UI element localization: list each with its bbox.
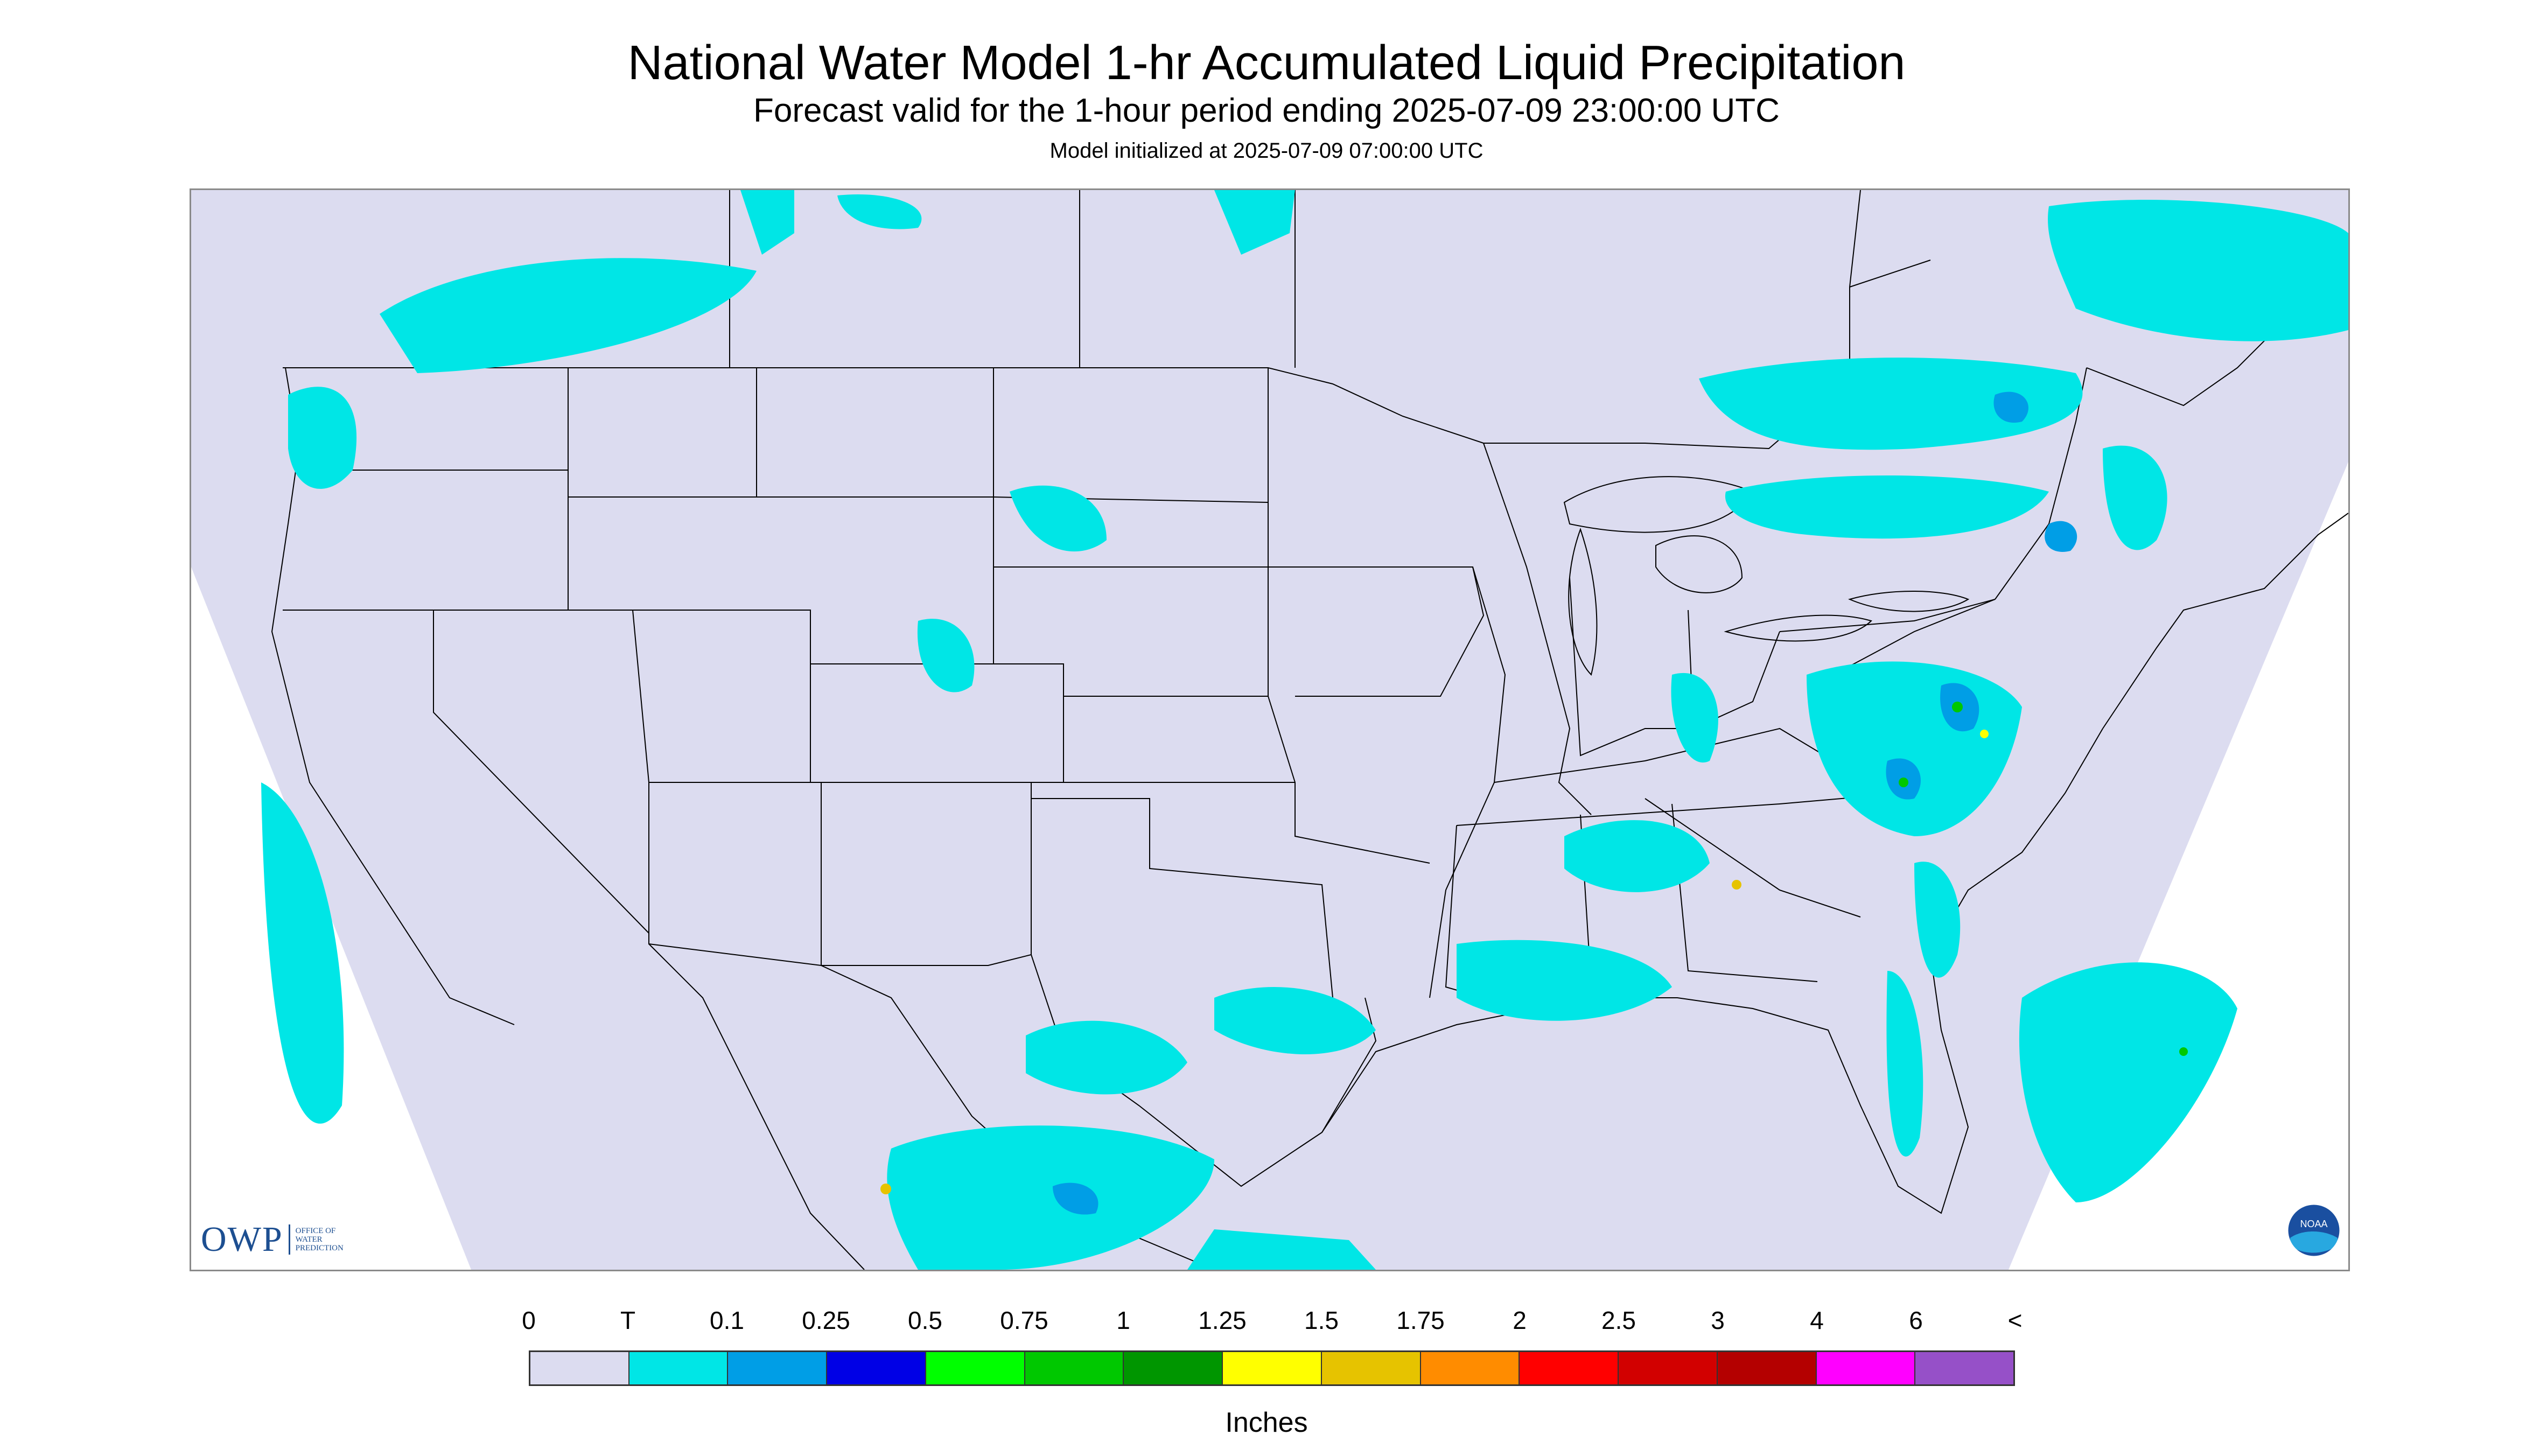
legend-tick-label: 6: [1909, 1306, 1923, 1334]
legend-swatch: [530, 1352, 629, 1384]
owp-logo-divider: [288, 1224, 290, 1255]
legend-tick-label: 0.1: [710, 1306, 744, 1334]
legend-tick-label: T: [620, 1306, 636, 1334]
precip-moderate: [1053, 391, 2077, 1215]
legend-swatch: [827, 1352, 926, 1384]
model-domain: [191, 190, 2348, 1270]
map-title: National Water Model 1-hr Accumulated Li…: [627, 36, 1906, 90]
legend-swatch: [1421, 1352, 1520, 1384]
legend-tick-label: <: [2007, 1306, 2023, 1334]
owp-logo-subtext: OFFICE OF WATER PREDICTION: [295, 1227, 344, 1252]
owp-logo-mark: OWP: [201, 1220, 283, 1259]
legend-swatch: [728, 1352, 828, 1384]
precip-heavy: [880, 702, 2188, 1194]
legend-swatch: [1915, 1352, 2014, 1384]
svg-text:NOAA: NOAA: [2300, 1219, 2327, 1229]
model-init-text: Model initialized at 2025-07-09 07:00:00…: [1049, 139, 1484, 163]
legend-tick-label: 1.75: [1396, 1306, 1445, 1334]
legend-tick-label: 1.5: [1304, 1306, 1339, 1334]
legend-tick-label: 2: [1513, 1306, 1527, 1334]
map-frame: NOAA OWP OFFICE OF WATER PREDICTION: [190, 188, 2350, 1271]
legend-swatch: [1520, 1352, 1619, 1384]
noaa-logo: NOAA: [2285, 1202, 2342, 1259]
legend-tick-label: 1: [1116, 1306, 1130, 1334]
legend-swatch: [926, 1352, 1025, 1384]
boundary-lines: [271, 190, 2348, 1270]
color-legend: [529, 1350, 2015, 1386]
legend-swatch: [629, 1352, 729, 1384]
legend-tick-label: 3: [1711, 1306, 1725, 1334]
legend-tick-label: 4: [1810, 1306, 1824, 1334]
legend-units: Inches: [1225, 1407, 1308, 1438]
legend-tick-label: 2.5: [1601, 1306, 1636, 1334]
legend-swatch: [1717, 1352, 1817, 1384]
legend-swatch: [1816, 1352, 1916, 1384]
legend-swatch: [1223, 1352, 1322, 1384]
legend-tick-label: 0.25: [802, 1306, 850, 1334]
owp-logo: OWP OFFICE OF WATER PREDICTION: [201, 1219, 360, 1260]
precip-map: NOAA: [191, 190, 2348, 1270]
legend-tick-label: 0.5: [908, 1306, 942, 1334]
precip-trace: [261, 190, 2348, 1270]
legend-tick-label: 0: [522, 1306, 536, 1334]
legend-labels: 0 T 0.1 0.25 0.5 0.75 1 1.25 1.5 1.75 2 2.5 3 4 6 <: [522, 1306, 2022, 1338]
legend-tick-label: 0.75: [1000, 1306, 1048, 1334]
legend-swatch: [1025, 1352, 1124, 1384]
legend-tick-label: 1.25: [1198, 1306, 1247, 1334]
legend-swatch: [1124, 1352, 1223, 1384]
map-subtitle: Forecast valid for the 1-hour period end…: [753, 92, 1780, 129]
legend-swatch: [1619, 1352, 1718, 1384]
legend-swatch: [1321, 1352, 1421, 1384]
